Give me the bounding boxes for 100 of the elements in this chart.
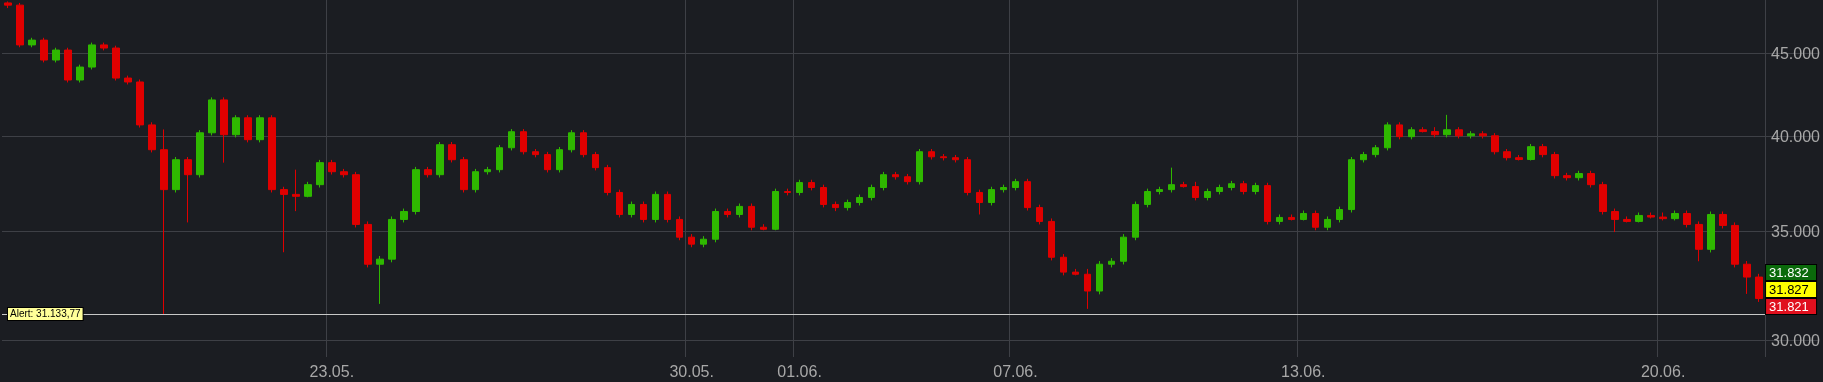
candlestick: [544, 151, 551, 173]
candlestick: [472, 168, 479, 193]
candlestick: [928, 148, 935, 161]
candlestick: [724, 208, 731, 218]
candlestick: [52, 47, 60, 63]
candlestick: [1731, 221, 1739, 268]
candlestick: [1599, 181, 1607, 215]
candlestick: [772, 188, 779, 231]
y-tick-label: 40.000: [1771, 127, 1821, 145]
candlestick: [112, 45, 120, 81]
y-tick-label: 35.000: [1771, 222, 1821, 240]
candlestick: [652, 191, 659, 223]
candlestick: [676, 215, 683, 241]
candlestick: [484, 166, 491, 176]
candlestick: [148, 121, 156, 153]
candlestick: [388, 215, 396, 263]
candlestick: [304, 181, 312, 198]
text: 31.827: [1769, 282, 1809, 298]
candlestick: [1012, 178, 1019, 191]
candlestick: [1384, 121, 1391, 151]
candlestick: [952, 154, 959, 163]
candlestick: [1707, 211, 1715, 253]
candlestick: [1659, 212, 1667, 221]
candlestick: [688, 233, 695, 248]
candlestick: [280, 186, 288, 253]
candlestick: [136, 79, 144, 129]
x-tick-label: 01.06.: [777, 362, 822, 380]
candlestick: [496, 144, 503, 173]
candlestick: [808, 179, 815, 191]
candlestick: [580, 129, 587, 158]
candlestick: [1036, 204, 1043, 225]
candlestick: [1144, 188, 1151, 208]
candlestick: [1180, 181, 1187, 189]
candlestick: [76, 64, 84, 83]
x-tick-label: 13.06.: [1281, 362, 1326, 380]
candlestick: [640, 201, 647, 223]
candlestick: [1288, 213, 1295, 221]
candlestick: [412, 166, 420, 215]
y-tick-label: 30.000: [1771, 331, 1821, 349]
candlestick: [1719, 211, 1727, 229]
candlestick: [1360, 151, 1367, 163]
candlestick: [1396, 121, 1403, 140]
candlestick: [88, 42, 96, 70]
candlestick: [400, 208, 408, 223]
candlestick: [892, 171, 899, 181]
candlestick: [1515, 154, 1523, 161]
candlestick: [424, 166, 432, 178]
candlestick: [1503, 148, 1511, 161]
candlestick: [316, 159, 324, 189]
ref-line-label: Alert: 31.133,77: [10, 308, 82, 320]
candlestick: [1084, 268, 1091, 310]
candlestick: [556, 146, 563, 173]
text: 31.832: [1769, 265, 1809, 281]
candlestick: [916, 148, 923, 185]
candlestick: [1168, 167, 1175, 193]
x-tick-label: 07.06.: [993, 362, 1038, 380]
candlestick: [820, 184, 827, 208]
candlestick: [520, 128, 527, 155]
candlestick: [1336, 206, 1343, 223]
candlestick: [988, 186, 995, 206]
candlestick: [256, 114, 264, 143]
candlestick: [364, 220, 372, 268]
candlestick: [592, 151, 599, 171]
candlestick: [1647, 212, 1655, 219]
candlestick: [244, 114, 252, 143]
candlestick: [1575, 170, 1583, 182]
candlestick: [844, 199, 851, 212]
x-tick-label: 23.05.: [309, 362, 355, 380]
candlestick: [700, 235, 707, 248]
candlestick: [4, 0, 12, 9]
candlestick: [448, 141, 456, 163]
candlestick: [268, 114, 276, 193]
candlestick: [616, 189, 623, 218]
candlestick: [1240, 180, 1247, 195]
candlestick: [1539, 143, 1547, 158]
candlestick: [1048, 217, 1055, 261]
candlestick: [1611, 208, 1619, 233]
candlestick: [196, 129, 204, 178]
candlestick: [1551, 151, 1559, 179]
text: 31.821: [1769, 299, 1809, 315]
candlestick: [1671, 210, 1679, 221]
candlestick: [1419, 126, 1427, 133]
candlestick: [1563, 172, 1571, 182]
candlestick: [1324, 215, 1331, 231]
candlestick: [1108, 257, 1115, 268]
candlestick: [292, 169, 300, 212]
candlestick: [1252, 182, 1259, 195]
candlestick: [868, 184, 875, 201]
candlestick: [1156, 186, 1163, 195]
candlestick: [904, 173, 911, 185]
candlestick: [16, 2, 24, 48]
candlestick: [664, 191, 671, 223]
candlestick: [352, 171, 360, 228]
candlestick: [508, 128, 515, 151]
candlestick: [160, 128, 168, 315]
candlestick: [1635, 212, 1643, 223]
candlestick: [1372, 144, 1379, 158]
candlestick: [328, 159, 336, 176]
candlestick: [1431, 126, 1439, 138]
y-tick-label: 45.000: [1771, 44, 1821, 62]
